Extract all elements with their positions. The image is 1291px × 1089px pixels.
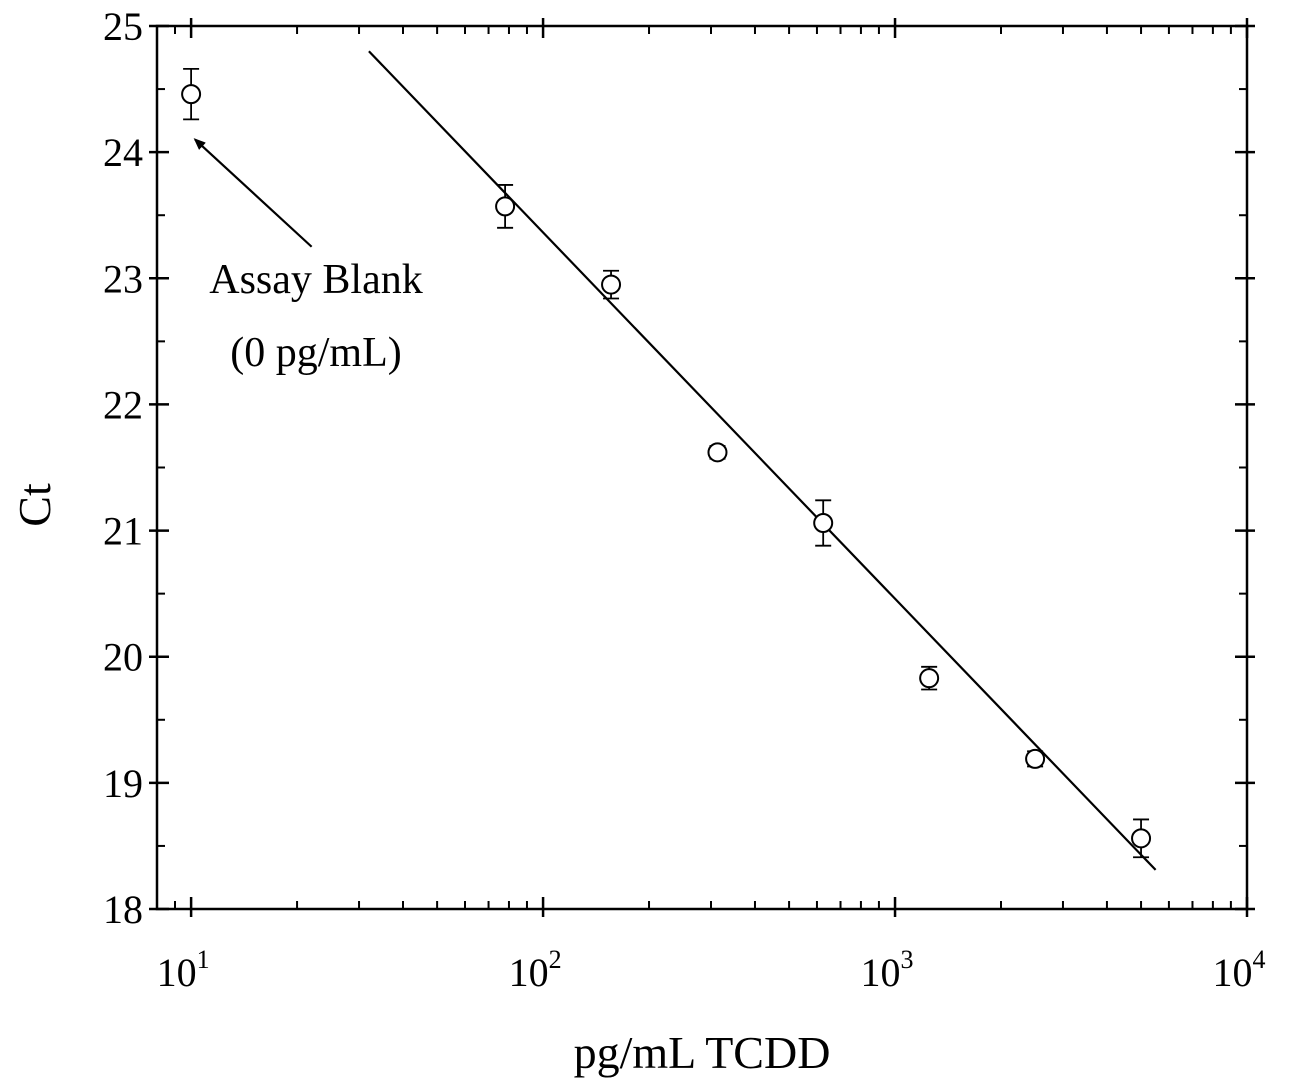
data-point (707, 442, 728, 463)
x-tick-label: 104 (1213, 945, 1266, 995)
data-point (495, 196, 516, 217)
data-point (813, 513, 834, 534)
annotation-line-1: Assay Blank (209, 257, 423, 303)
y-tick-label: 25 (103, 4, 143, 49)
y-tick-label: 23 (103, 256, 143, 301)
plot-frame (155, 24, 1249, 911)
y-tick-label: 24 (103, 130, 143, 175)
y-tick-label: 19 (103, 761, 143, 806)
fit-line (368, 50, 1157, 871)
y-axis-title: Ct (9, 483, 60, 527)
y-tick-label: 18 (103, 887, 143, 932)
data-point (601, 274, 622, 295)
x-tick-labels: 101 102 103 104 (157, 945, 1266, 995)
annotation-arrow (193, 138, 313, 248)
annotation-line-2: (0 pg/mL) (230, 330, 401, 376)
tick-marks (149, 18, 1255, 917)
y-tick-labels: 18 19 20 21 22 23 24 25 (103, 4, 143, 932)
y-tick-label: 21 (103, 509, 143, 554)
y-tick-label: 20 (103, 635, 143, 680)
x-tick-label: 103 (861, 945, 914, 995)
data-point (1131, 828, 1152, 849)
x-axis-title: pg/mL TCDD (574, 1027, 831, 1078)
annotation-group: Assay Blank (0 pg/mL) (193, 138, 423, 376)
data-point (1025, 748, 1046, 769)
data-points (181, 67, 1152, 859)
y-tick-label: 22 (103, 382, 143, 427)
x-tick-label: 101 (157, 945, 210, 995)
x-tick-label: 102 (509, 945, 562, 995)
data-point (919, 668, 940, 689)
fit-line-group (368, 50, 1157, 871)
data-point (181, 84, 202, 105)
